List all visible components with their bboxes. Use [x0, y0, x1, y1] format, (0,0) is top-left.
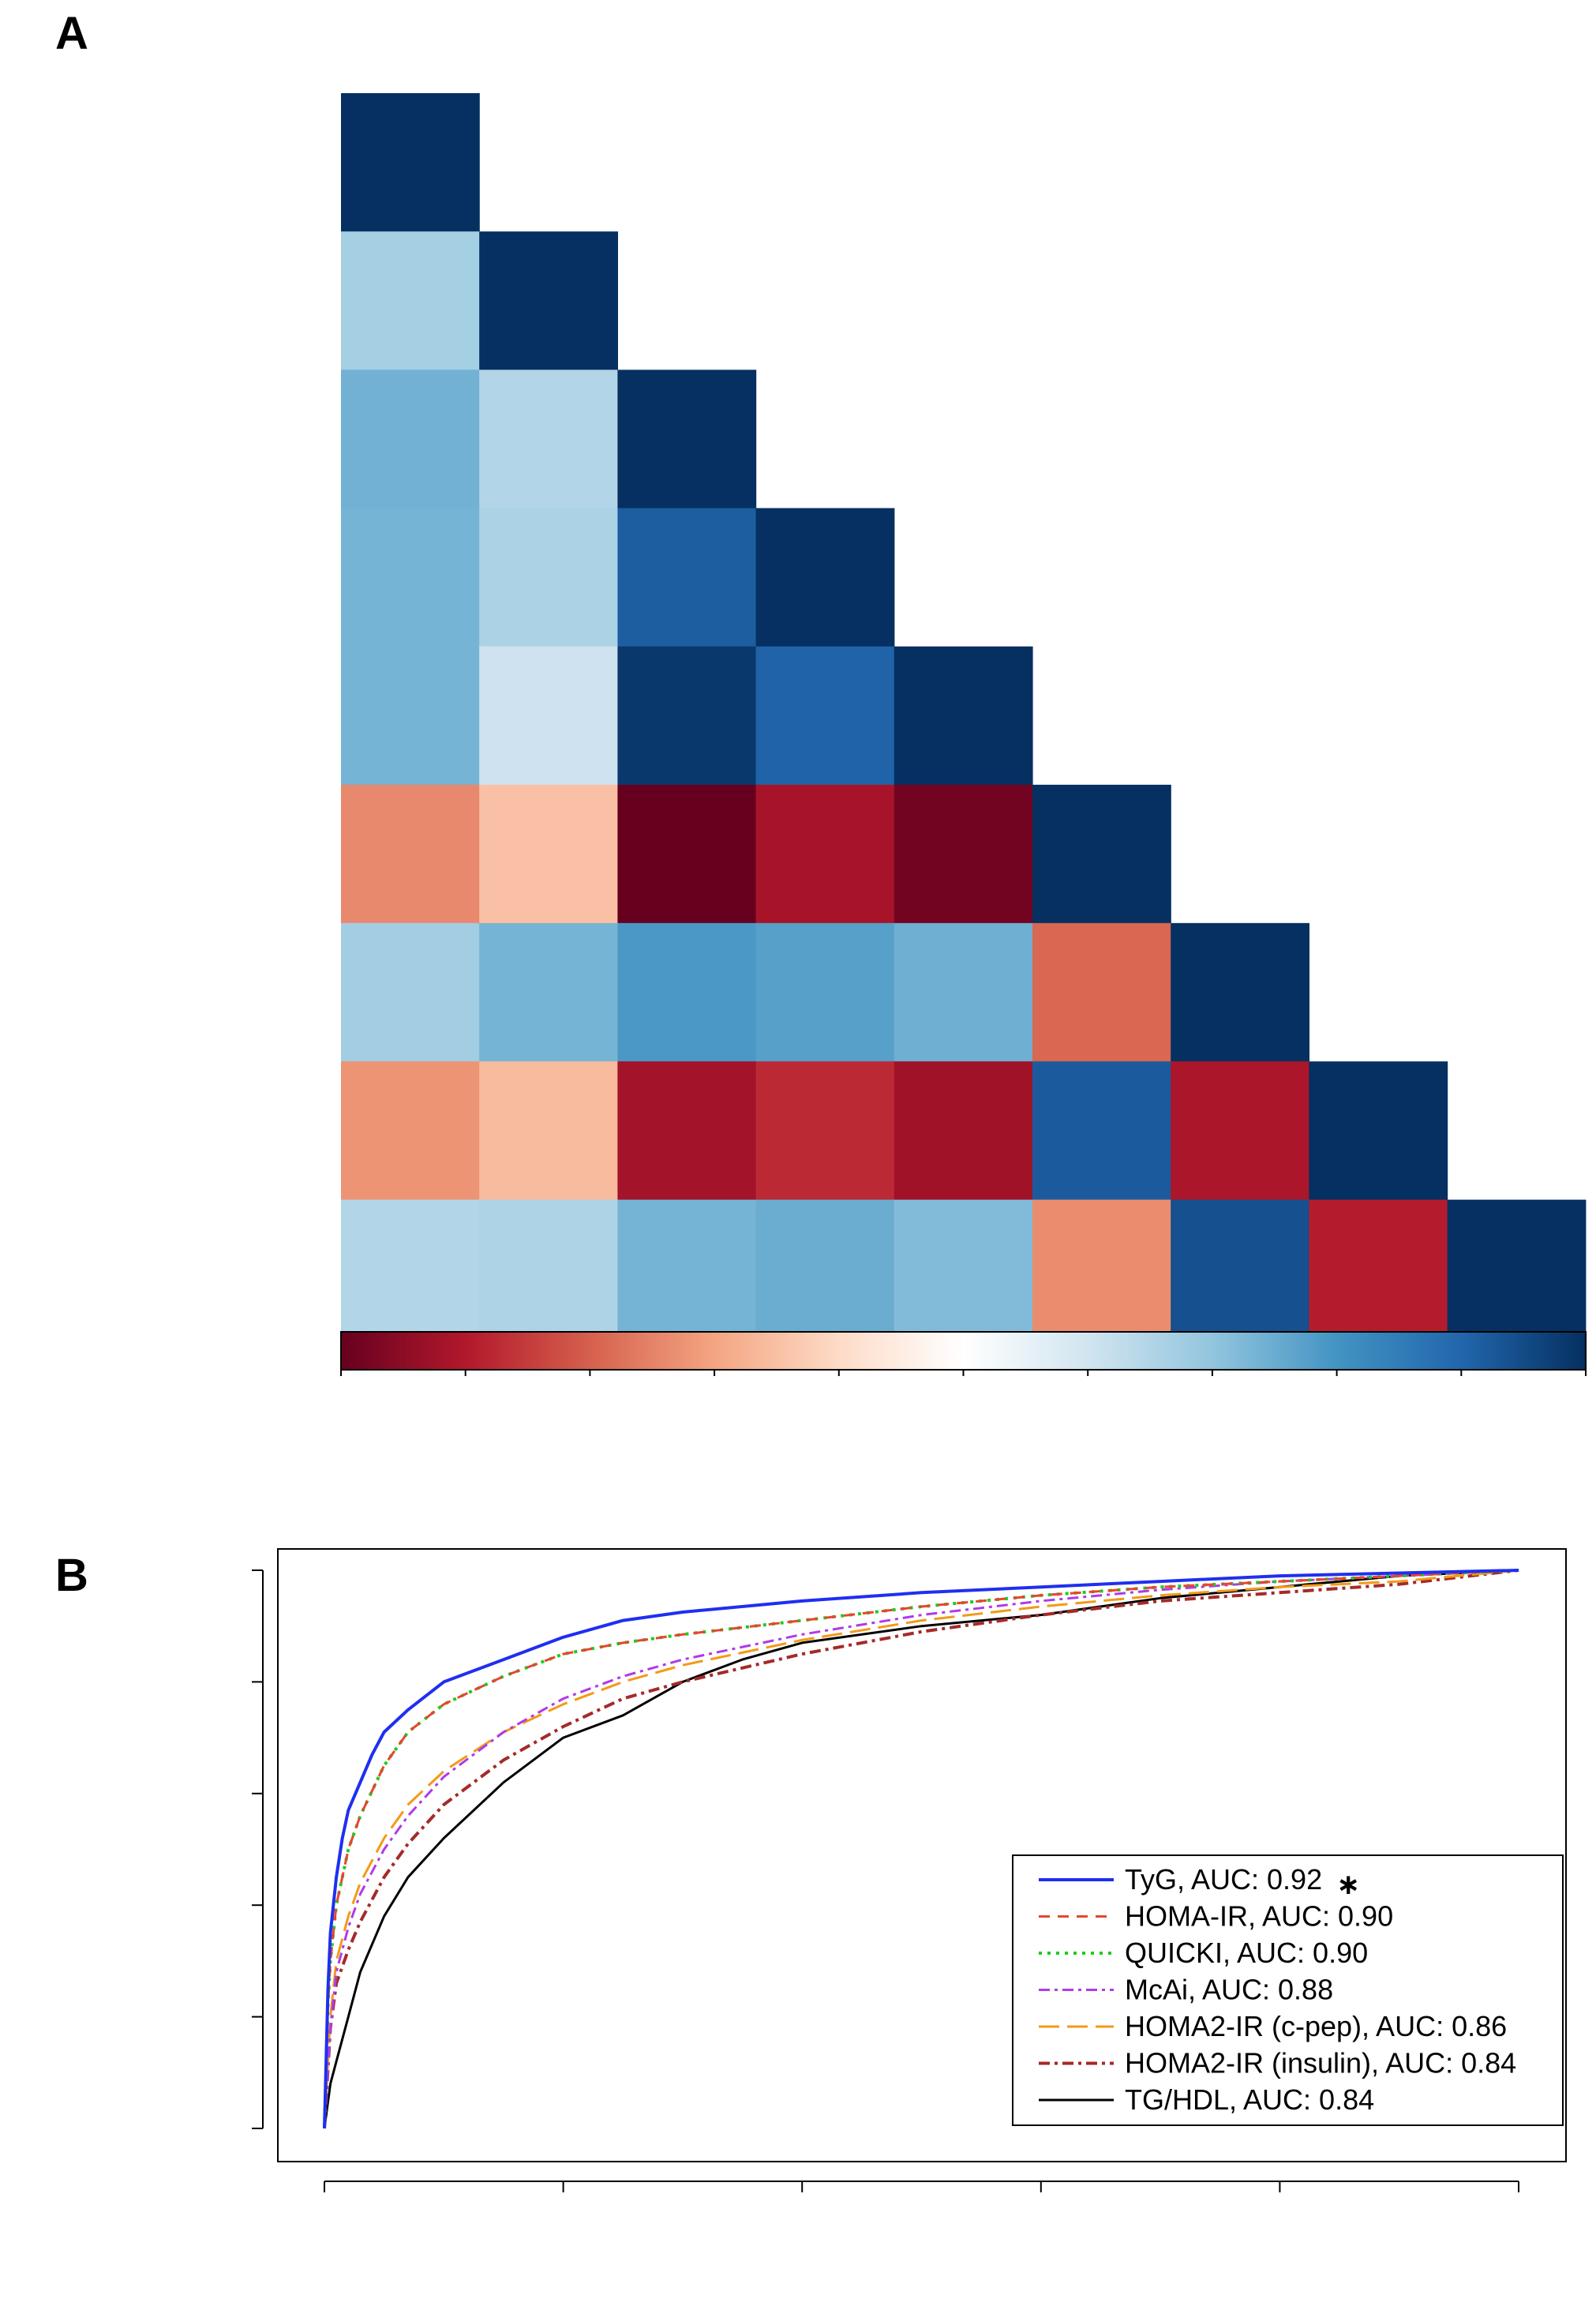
panel-a-letter: A	[55, 8, 88, 59]
heatmap-cell	[894, 785, 1033, 924]
legend-entry-tyg: TyG, AUC: 0.92	[1125, 1863, 1322, 1896]
heatmap-cell	[894, 1199, 1033, 1339]
heatmap-cell	[479, 369, 618, 509]
heatmap-cell	[341, 785, 480, 924]
heatmap-cell	[894, 923, 1033, 1062]
heatmap-cell	[617, 785, 757, 924]
heatmap-cell	[894, 1061, 1033, 1201]
heatmap-cell	[1171, 1061, 1309, 1201]
heatmap-cell	[1032, 923, 1171, 1062]
roc-curve-tg-hdl	[323, 1569, 1519, 2129]
heatmap-cell	[341, 369, 480, 509]
heatmap-cell	[341, 1061, 480, 1201]
heatmap-cell	[341, 93, 480, 232]
heatmap-cell	[479, 1199, 618, 1339]
roc-curve-homa2-ir-c-pep	[323, 1569, 1519, 2129]
heatmap-cell	[1309, 1061, 1448, 1201]
heatmap-cell	[755, 508, 895, 647]
heatmap-cell	[341, 231, 480, 370]
heatmap-cell	[341, 508, 480, 647]
heatmap-cell	[341, 1199, 480, 1339]
heatmap-cell	[479, 785, 618, 924]
plot-frame	[277, 1548, 1567, 2162]
roc-curve-tyg	[323, 1569, 1519, 2129]
roc-chart: TyG, AUC: 0.92 ∗HOMA-IR, AUC: 0.90 QUICKI,…	[252, 1548, 1567, 2192]
heatmap-cell	[479, 1061, 618, 1201]
heatmap-cell	[479, 923, 618, 1062]
heatmap-cell	[755, 1199, 895, 1339]
legend-entry-mcai: McAi, AUC: 0.88	[1125, 1974, 1333, 2006]
roc-curve-homa2-ir-insulin	[323, 1569, 1519, 2129]
heatmap-cell	[1447, 1199, 1587, 1339]
heatmap-cell	[1171, 923, 1309, 1062]
heatmap-cell	[479, 646, 618, 786]
significance-marker: ∗	[1336, 1868, 1360, 1900]
heatmap-cell	[755, 646, 895, 786]
heatmap-cell	[617, 508, 757, 647]
legend-entry-quicki: QUICKI, AUC: 0.90	[1125, 1937, 1368, 1969]
heatmap-cell	[755, 785, 895, 924]
roc-curve-homa-ir	[323, 1569, 1519, 2129]
heatmap-cell	[617, 923, 757, 1062]
panel-b-letter: B	[55, 1550, 88, 1601]
heatmap-cell	[617, 646, 757, 786]
heatmap-cell	[755, 923, 895, 1062]
heatmap-cell	[1309, 1199, 1448, 1339]
heatmap-cell	[617, 1061, 757, 1201]
colorbar-bar	[340, 1331, 1587, 1371]
heatmap-cell	[341, 923, 480, 1062]
heatmap-cell	[1032, 1199, 1171, 1339]
legend-entry-homa2-ir-c-pep: HOMA2-IR (c-pep), AUC: 0.86	[1125, 2010, 1507, 2042]
heatmap-cell	[1032, 1061, 1171, 1201]
legend-entry-homa-ir: HOMA-IR, AUC: 0.90	[1125, 1900, 1393, 1933]
heatmap-cell	[755, 1061, 895, 1201]
legend-entry-homa2-ir-insulin: HOMA2-IR (insulin), AUC: 0.84	[1125, 2047, 1516, 2079]
heatmap-cell	[479, 231, 618, 370]
heatmap-cell	[617, 369, 757, 509]
heatmap-cell	[479, 508, 618, 647]
heatmap-cell	[894, 646, 1033, 786]
correlation-heatmap	[341, 93, 1587, 1339]
heatmap-cell	[1032, 785, 1171, 924]
heatmap-cell	[341, 646, 480, 786]
heatmap-cell	[617, 1199, 757, 1339]
roc-curve-mcai	[323, 1569, 1519, 2129]
colorbar	[340, 1331, 1587, 1376]
legend-entry-tg-hdl: TG/HDL, AUC: 0.84	[1125, 2083, 1374, 2116]
heatmap-cell	[1171, 1199, 1309, 1339]
